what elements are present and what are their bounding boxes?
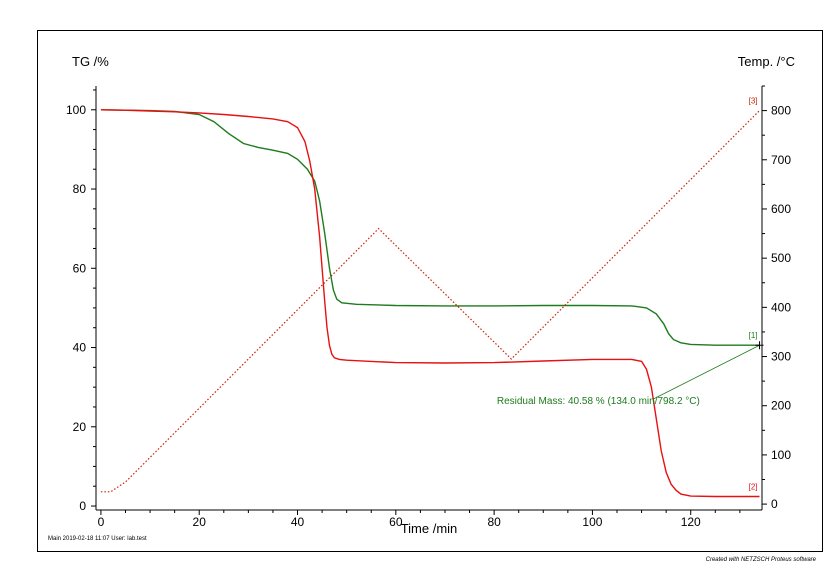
y-right-tick-label: 300 [771, 350, 791, 364]
y-right-tick-label: 700 [771, 153, 791, 167]
annotation-text: Residual Mass: 40.58 % (134.0 min/798.2 … [497, 396, 700, 407]
annotation-leader-line [653, 344, 760, 400]
x-tick-label: 0 [98, 515, 105, 529]
x-tick-label: 100 [582, 515, 602, 529]
left-axis-title: TG /% [72, 54, 109, 69]
x-tick-label: 40 [291, 515, 305, 529]
x-axis-title: Time /min [401, 521, 458, 536]
footer-software-credit: Created with NETZSCH Proteus software [705, 557, 816, 563]
y-left-tick-label: 40 [73, 341, 87, 355]
y-left-tick-label: 80 [73, 182, 87, 196]
y-right-tick-label: 500 [771, 251, 791, 265]
y-right-tick-label: 200 [771, 399, 791, 413]
y-right-tick-label: 600 [771, 202, 791, 216]
chart-frame [37, 30, 823, 552]
footer-user-info: Main 2019-02-18 11:07 User: lab.test [48, 536, 147, 542]
x-tick-label: 60 [389, 515, 403, 529]
x-tick-label: 120 [681, 515, 701, 529]
right-axis-title: Temp. /°C [738, 54, 795, 69]
y-left-tick-label: 60 [73, 261, 87, 275]
series-2-marker-label: [2] [749, 483, 758, 492]
y-right-tick-label: 800 [771, 104, 791, 118]
series-3-marker-label: [3] [749, 97, 758, 106]
y-right-tick-label: 0 [771, 497, 778, 511]
y-right-tick-label: 100 [771, 448, 791, 462]
series-1-line [100, 109, 760, 346]
series-2-line [100, 109, 760, 498]
x-tick-label: 20 [193, 515, 207, 529]
y-left-tick-label: 0 [79, 499, 86, 513]
series-3-line [100, 110, 760, 493]
y-left-tick-label: 100 [66, 103, 86, 117]
x-tick-label: 80 [487, 515, 501, 529]
y-left-tick-label: 20 [73, 420, 87, 434]
series-1-marker-label: [1] [749, 331, 758, 340]
y-right-tick-label: 400 [771, 300, 791, 314]
